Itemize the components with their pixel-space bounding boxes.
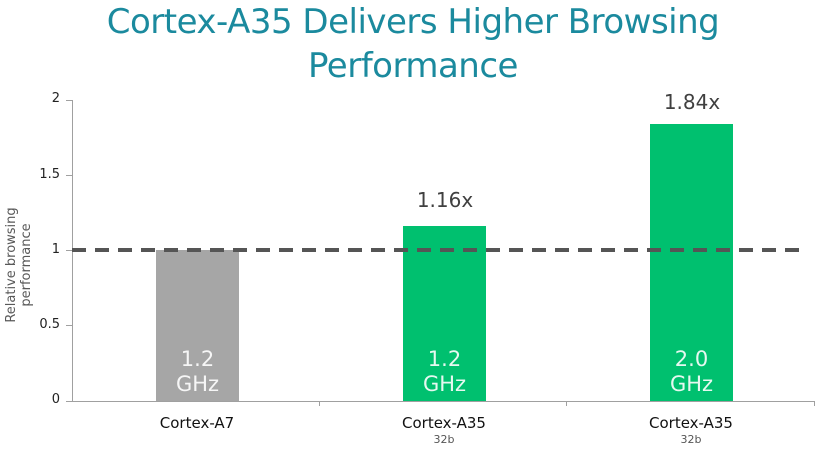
frequency-value: 1.2 [427,347,462,371]
y-tick-2: 2 [51,91,60,106]
bar-cortex-a35-2-0ghz: 2.0 GHz [650,124,733,401]
bar-frequency-label: 1.2 GHz [403,347,486,397]
reference-line-dashed [72,248,805,252]
data-label-1-84x: 1.84x [663,90,721,114]
data-label-1-16x: 1.16x [416,188,474,212]
frequency-value: 1.2 [180,347,215,371]
x-category-cortex-a7: Cortex-A7 [159,414,235,432]
bar-frequency-label: 2.0 GHz [650,347,733,397]
frequency-unit: GHz [175,372,220,396]
y-tick-1: 1 [51,242,60,257]
y-tickmark [66,325,72,326]
x-category-cortex-a35: Cortex-A35 [402,414,486,432]
y-tickmark [66,250,72,251]
bar-cortex-a35-1-2ghz: 1.2 GHz [403,226,486,401]
y-tickmark [66,175,72,176]
y-tick-0: 0 [51,392,60,407]
x-tickmark [566,401,567,406]
y-tickmark [66,100,72,101]
y-tick-1-5: 1.5 [39,167,60,182]
x-category-cortex-a35: Cortex-A35 [649,414,733,432]
y-tickmark [66,401,72,402]
bar-cortex-a7: 1.2 GHz [156,250,239,401]
slide-title: Cortex-A35 Delivers Higher Browsing Perf… [106,2,720,86]
frequency-unit: GHz [669,372,714,396]
bar-frequency-label: 1.2 GHz [156,347,239,397]
x-subcategory-32b: 32b [680,433,702,446]
x-tickmark [814,401,815,406]
frequency-value: 2.0 [674,347,709,371]
frequency-unit: GHz [422,372,467,396]
x-subcategory-32b: 32b [433,433,455,446]
y-tick-0-5: 0.5 [39,317,60,332]
x-tickmark [319,401,320,406]
x-axis-line [72,401,815,402]
